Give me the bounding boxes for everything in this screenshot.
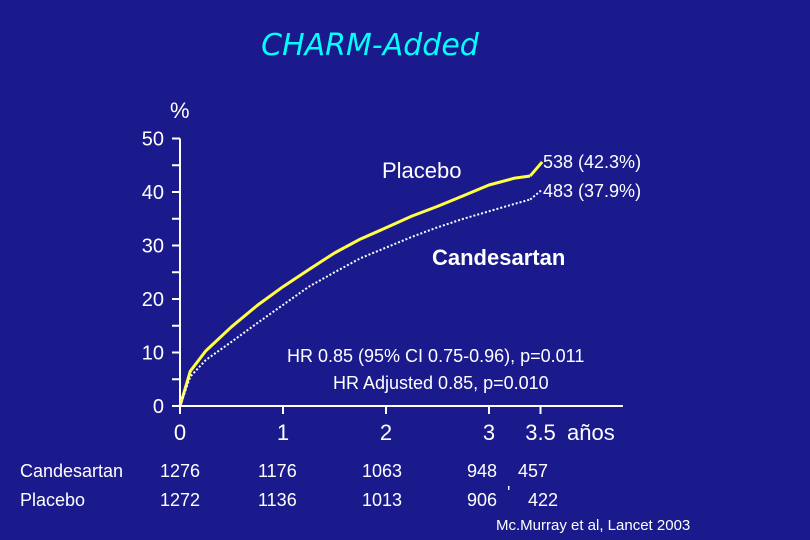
risk-cell: 457 — [518, 461, 549, 481]
risk-cell: 422 — [528, 490, 559, 510]
risk-cell: 1272 — [160, 490, 201, 510]
risk-cell: 948 — [467, 461, 498, 481]
y-tick-label: 0 — [153, 396, 164, 418]
x-tick-label: 0 — [174, 420, 186, 445]
y-tick-label: 30 — [142, 236, 164, 258]
risk-cell: 1063 — [362, 461, 403, 481]
risk-row-label: Candesartan — [20, 461, 124, 481]
legend-placebo: Placebo — [382, 158, 462, 183]
x-tick-label: 3.5 — [525, 420, 556, 445]
legend-candesartan: Candesartan — [432, 245, 566, 270]
y-axis-label: % — [170, 98, 190, 123]
risk-cell: 1276 — [160, 461, 201, 481]
x-tick-label: 1 — [277, 420, 289, 445]
y-tick-label: 10 — [142, 343, 164, 365]
candesartan-end-label: 483 (37.9%) — [543, 181, 642, 201]
candesartan-leader-line — [529, 188, 543, 201]
hr-annotation: HR 0.85 (95% CI 0.75-0.96), p=0.011 — [287, 346, 585, 366]
chart-title: CHARM-Added — [261, 28, 479, 63]
y-tick-label: 40 — [142, 182, 164, 204]
risk-cell: 1136 — [258, 490, 297, 510]
risk-table-separator: ' — [507, 483, 511, 503]
risk-cell: 1013 — [362, 490, 403, 510]
risk-row-label: Placebo — [20, 490, 86, 510]
x-axis-label: años — [567, 420, 615, 445]
y-tick-label: 20 — [142, 289, 164, 311]
x-tick-label: 3 — [483, 420, 495, 445]
risk-cell: 906 — [467, 490, 498, 510]
placebo-curve — [178, 174, 531, 407]
risk-cell: 1176 — [258, 461, 297, 481]
x-tick-label: 2 — [380, 420, 392, 445]
y-tick-label: 50 — [142, 129, 164, 151]
placebo-leader-line — [529, 160, 544, 177]
source-citation: Mc.Murray et al, Lancet 2003 — [496, 517, 691, 534]
hr-adjusted-annotation: HR Adjusted 0.85, p=0.010 — [333, 373, 549, 393]
candesartan-curve — [179, 198, 531, 407]
placebo-end-label: 538 (42.3%) — [543, 152, 642, 172]
